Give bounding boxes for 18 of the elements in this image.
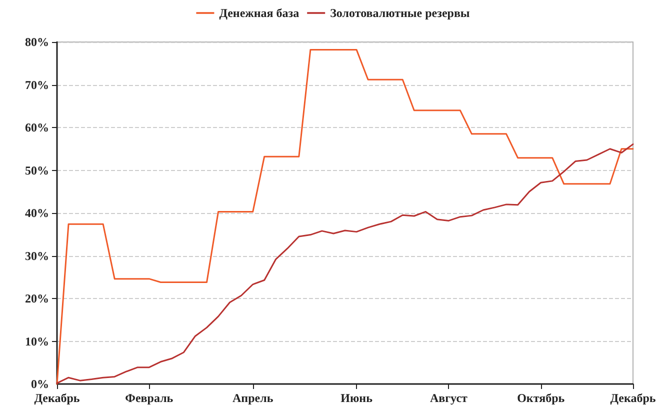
legend-label: Золотовалютные резервы <box>330 6 470 20</box>
y-tick-label: 0% <box>31 377 49 391</box>
y-tick-label: 20% <box>25 292 49 306</box>
y-tick-label: 50% <box>25 163 49 178</box>
x-tick-label: Февраль <box>125 391 174 405</box>
x-tick-label: Июнь <box>340 391 374 405</box>
x-tick-label: Август <box>430 391 468 405</box>
legend-label: Денежная база <box>219 6 300 20</box>
y-tick-label: 60% <box>25 120 49 134</box>
y-tick-label: 10% <box>25 334 49 348</box>
x-tick-label: Декабрь <box>34 391 80 405</box>
x-tick-label: Октябрь <box>517 391 566 405</box>
y-tick-label: 40% <box>25 206 49 220</box>
y-tick-label: 80% <box>25 35 49 49</box>
y-tick-label: 70% <box>25 78 49 92</box>
x-tick-label: Апрель <box>232 391 274 405</box>
y-tick-label: 30% <box>25 248 49 263</box>
x-tick-label: Декабрь <box>610 391 656 405</box>
